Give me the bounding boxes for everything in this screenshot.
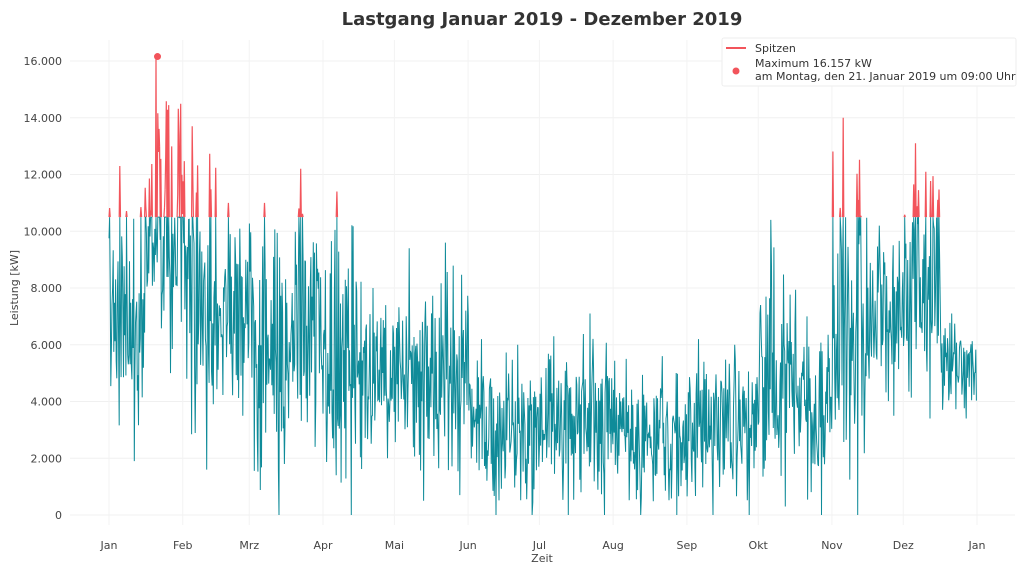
x-tick-label: Nov [821,539,843,552]
y-tick-label: 0 [55,509,62,522]
legend-maximum-date: am Montag, den 21. Januar 2019 um 09:00 … [755,70,1016,83]
grid [70,40,1015,525]
x-tick-label: Dez [893,539,914,552]
chart-title: Lastgang Januar 2019 - Dezember 2019 [342,9,743,30]
x-tick-label: Mai [385,539,404,552]
y-tick-label: 14.000 [24,112,63,125]
x-tick-label: Jan [100,539,118,552]
y-axis: 0 2.000 4.000 6.000 8.000 10.000 12.000 14.000 1… [24,55,63,522]
legend-spitzen: Spitzen [755,42,796,55]
x-tick-label: Okt [749,539,769,552]
legend-box [721,37,1017,87]
series-spitzen [108,56,941,218]
legend-maximum: Maximum 16.157 kW [755,57,872,70]
y-tick-label: 12.000 [24,169,63,182]
x-tick-label: Jul [532,539,546,552]
y-tick-label: 4.000 [31,396,63,409]
y-tick-label: 2.000 [31,452,63,465]
x-tick-label: Jan [968,539,986,552]
x-tick-label: Sep [677,539,698,552]
series-lines [108,53,977,516]
x-tick-label: Feb [173,539,192,552]
maximum-point [154,53,162,61]
y-tick-label: 16.000 [24,55,63,68]
legend-marker-icon [732,67,740,75]
y-axis-label: Leistung [kW] [8,250,21,326]
x-axis: Jan Feb Mrz Apr Mai Jun Jul Aug Sep Okt Nov Dez Jan [100,539,986,552]
legend: Spitzen Maximum 16.157 kW am Montag, den… [721,37,1017,87]
x-tick-label: Mrz [239,539,259,552]
x-tick-label: Aug [602,539,623,552]
y-tick-label: 6.000 [31,339,63,352]
y-tick-label: 8.000 [31,282,63,295]
x-tick-label: Jun [458,539,476,552]
x-tick-label: Apr [314,539,334,552]
y-tick-label: 10.000 [24,225,63,238]
x-axis-label: Zeit [531,552,553,565]
series-leistung [108,216,977,516]
